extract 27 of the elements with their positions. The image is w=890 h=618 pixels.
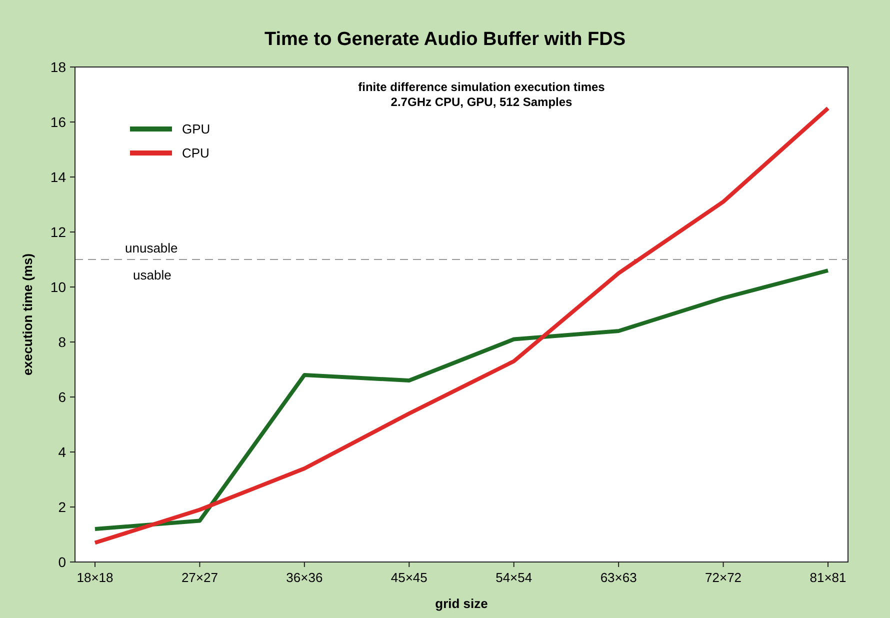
y-tick-label: 4: [58, 444, 66, 460]
x-tick-label: 54×54: [496, 570, 532, 585]
x-tick-label: 72×72: [705, 570, 742, 585]
y-tick-label: 6: [58, 388, 66, 405]
x-tick-label: 63×63: [600, 570, 637, 585]
annotation: usable: [133, 268, 172, 282]
x-axis-title: grid size: [435, 596, 488, 611]
y-tick-label: 8: [58, 334, 66, 350]
y-tick-label: 0: [58, 554, 66, 570]
line-series: [93, 268, 830, 531]
x-tick-label: 27×27: [181, 570, 218, 585]
legend-label: CPU: [182, 146, 210, 161]
y-tick-label: 12: [50, 224, 66, 240]
legend-label: GPU: [182, 122, 210, 137]
x-tick-label: 45×45: [390, 570, 428, 585]
y-tick-label: 18: [50, 58, 66, 75]
y-tick-label: 2: [58, 498, 66, 515]
y-axis-title: execution time (ms): [20, 253, 35, 376]
x-tick-label: 18×18: [76, 570, 114, 585]
y-tick-label: 16: [50, 114, 66, 130]
ref-line-label: unusable: [125, 240, 178, 256]
x-tick-label: 36×36: [286, 570, 323, 585]
y-tick-label: 14: [50, 168, 66, 185]
chart-title: Time to Generate Audio Buffer with FDS: [264, 29, 626, 50]
x-tick-label: 81×81: [810, 570, 846, 585]
text: finite difference simulation execution times 2.7GHz CPU, GPU, 512 Samples: [358, 80, 606, 109]
y-tick-label: 10: [50, 278, 66, 295]
